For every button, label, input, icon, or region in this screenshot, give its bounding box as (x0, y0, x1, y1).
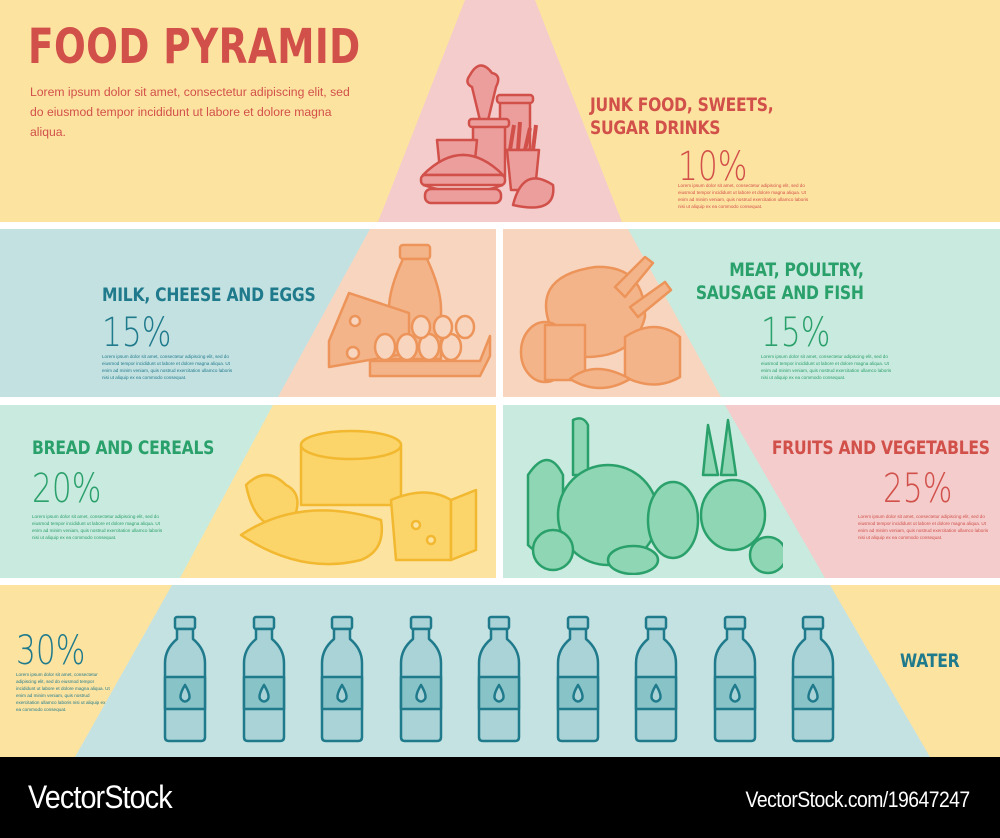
tier-meat-percent: 15% (761, 310, 831, 356)
tier-fruits-label: FRUITS AND VEGETABLES (772, 437, 990, 459)
meat-icon (519, 255, 682, 390)
tier-junk-percent: 10% (678, 144, 748, 190)
water-bottle-icon (399, 615, 442, 743)
tier-dairy-description: Lorem ipsum dolor sit amet, consectetur … (102, 354, 233, 380)
water-bottle-icon (242, 615, 285, 743)
water-bottle-icon (163, 615, 207, 743)
tier-junk-description: Lorem ipsum dolor sit amet, consectetur … (678, 183, 809, 209)
tier-junk-label: JUNK FOOD, SWEETS, SUGAR DRINKS (590, 94, 774, 140)
water-bottle-icon (556, 615, 599, 743)
tier-water-panel: 30% Lorem ipsum dolor sit amet, consecte… (0, 585, 1000, 757)
water-bottle-icon (634, 615, 678, 743)
tier-water-label: WATER (900, 650, 960, 672)
tier-meat-panel: MEAT, POULTRY, SAUSAGE AND FISH 15% Lore… (503, 229, 1000, 397)
tier-dairy-label: MILK, CHEESE AND EGGS (102, 284, 316, 306)
tier-bread-percent: 20% (32, 466, 102, 512)
dairy-icon (327, 243, 492, 378)
watermark-url: VectorStock.com/19647247 (745, 787, 971, 812)
watermark-brand: VectorStock (28, 779, 173, 815)
tier-water-percent: 30% (16, 628, 86, 674)
tier-junk-label-line2: SUGAR DRINKS (590, 117, 721, 139)
tier-fruits-percent: 25% (883, 466, 953, 512)
tier-fruits-description: Lorem ipsum dolor sit amet, consectetur … (858, 514, 989, 540)
tier-dairy-panel: MILK, CHEESE AND EGGS 15% Lorem ipsum do… (0, 229, 496, 397)
tier-junk-food-panel: FOOD PYRAMID Lorem ipsum dolor sit amet,… (0, 0, 1000, 222)
tier-meat-label: MEAT, POULTRY, SAUSAGE AND FISH (696, 259, 864, 305)
fruits-vegetables-icon (526, 417, 783, 575)
bread-icon (239, 429, 478, 566)
tier-bread-description: Lorem ipsum dolor sit amet, consectetur … (32, 514, 163, 540)
tier-junk-label-line1: JUNK FOOD, SWEETS, (590, 94, 774, 116)
water-bottle-icon (320, 615, 364, 743)
page-title: FOOD PYRAMID (28, 19, 361, 75)
intro-text: Lorem ipsum dolor sit amet, consectetur … (30, 85, 350, 139)
tier-meat-label-line2: SAUSAGE AND FISH (696, 282, 864, 304)
fast-food-icon (419, 64, 555, 209)
tier-water-description: Lorem ipsum dolor sit amet, consectetur … (16, 672, 110, 712)
water-bottle-icon (791, 615, 835, 743)
tier-meat-description: Lorem ipsum dolor sit amet, consectetur … (761, 354, 892, 380)
water-bottle-icon (713, 615, 756, 743)
tier-fruits-panel: FRUITS AND VEGETABLES 25% Lorem ipsum do… (503, 405, 1000, 578)
tier-meat-label-line1: MEAT, POULTRY, (729, 259, 865, 281)
tier-dairy-percent: 15% (102, 310, 172, 356)
tier-bread-panel: BREAD AND CEREALS 20% Lorem ipsum dolor … (0, 405, 496, 578)
watermark-bar: VectorStock VectorStock.com/19647247 (0, 757, 1000, 838)
tier-bread-label: BREAD AND CEREALS (32, 437, 215, 459)
water-bottle-icon (477, 615, 521, 743)
water-bottles-row (163, 615, 843, 745)
